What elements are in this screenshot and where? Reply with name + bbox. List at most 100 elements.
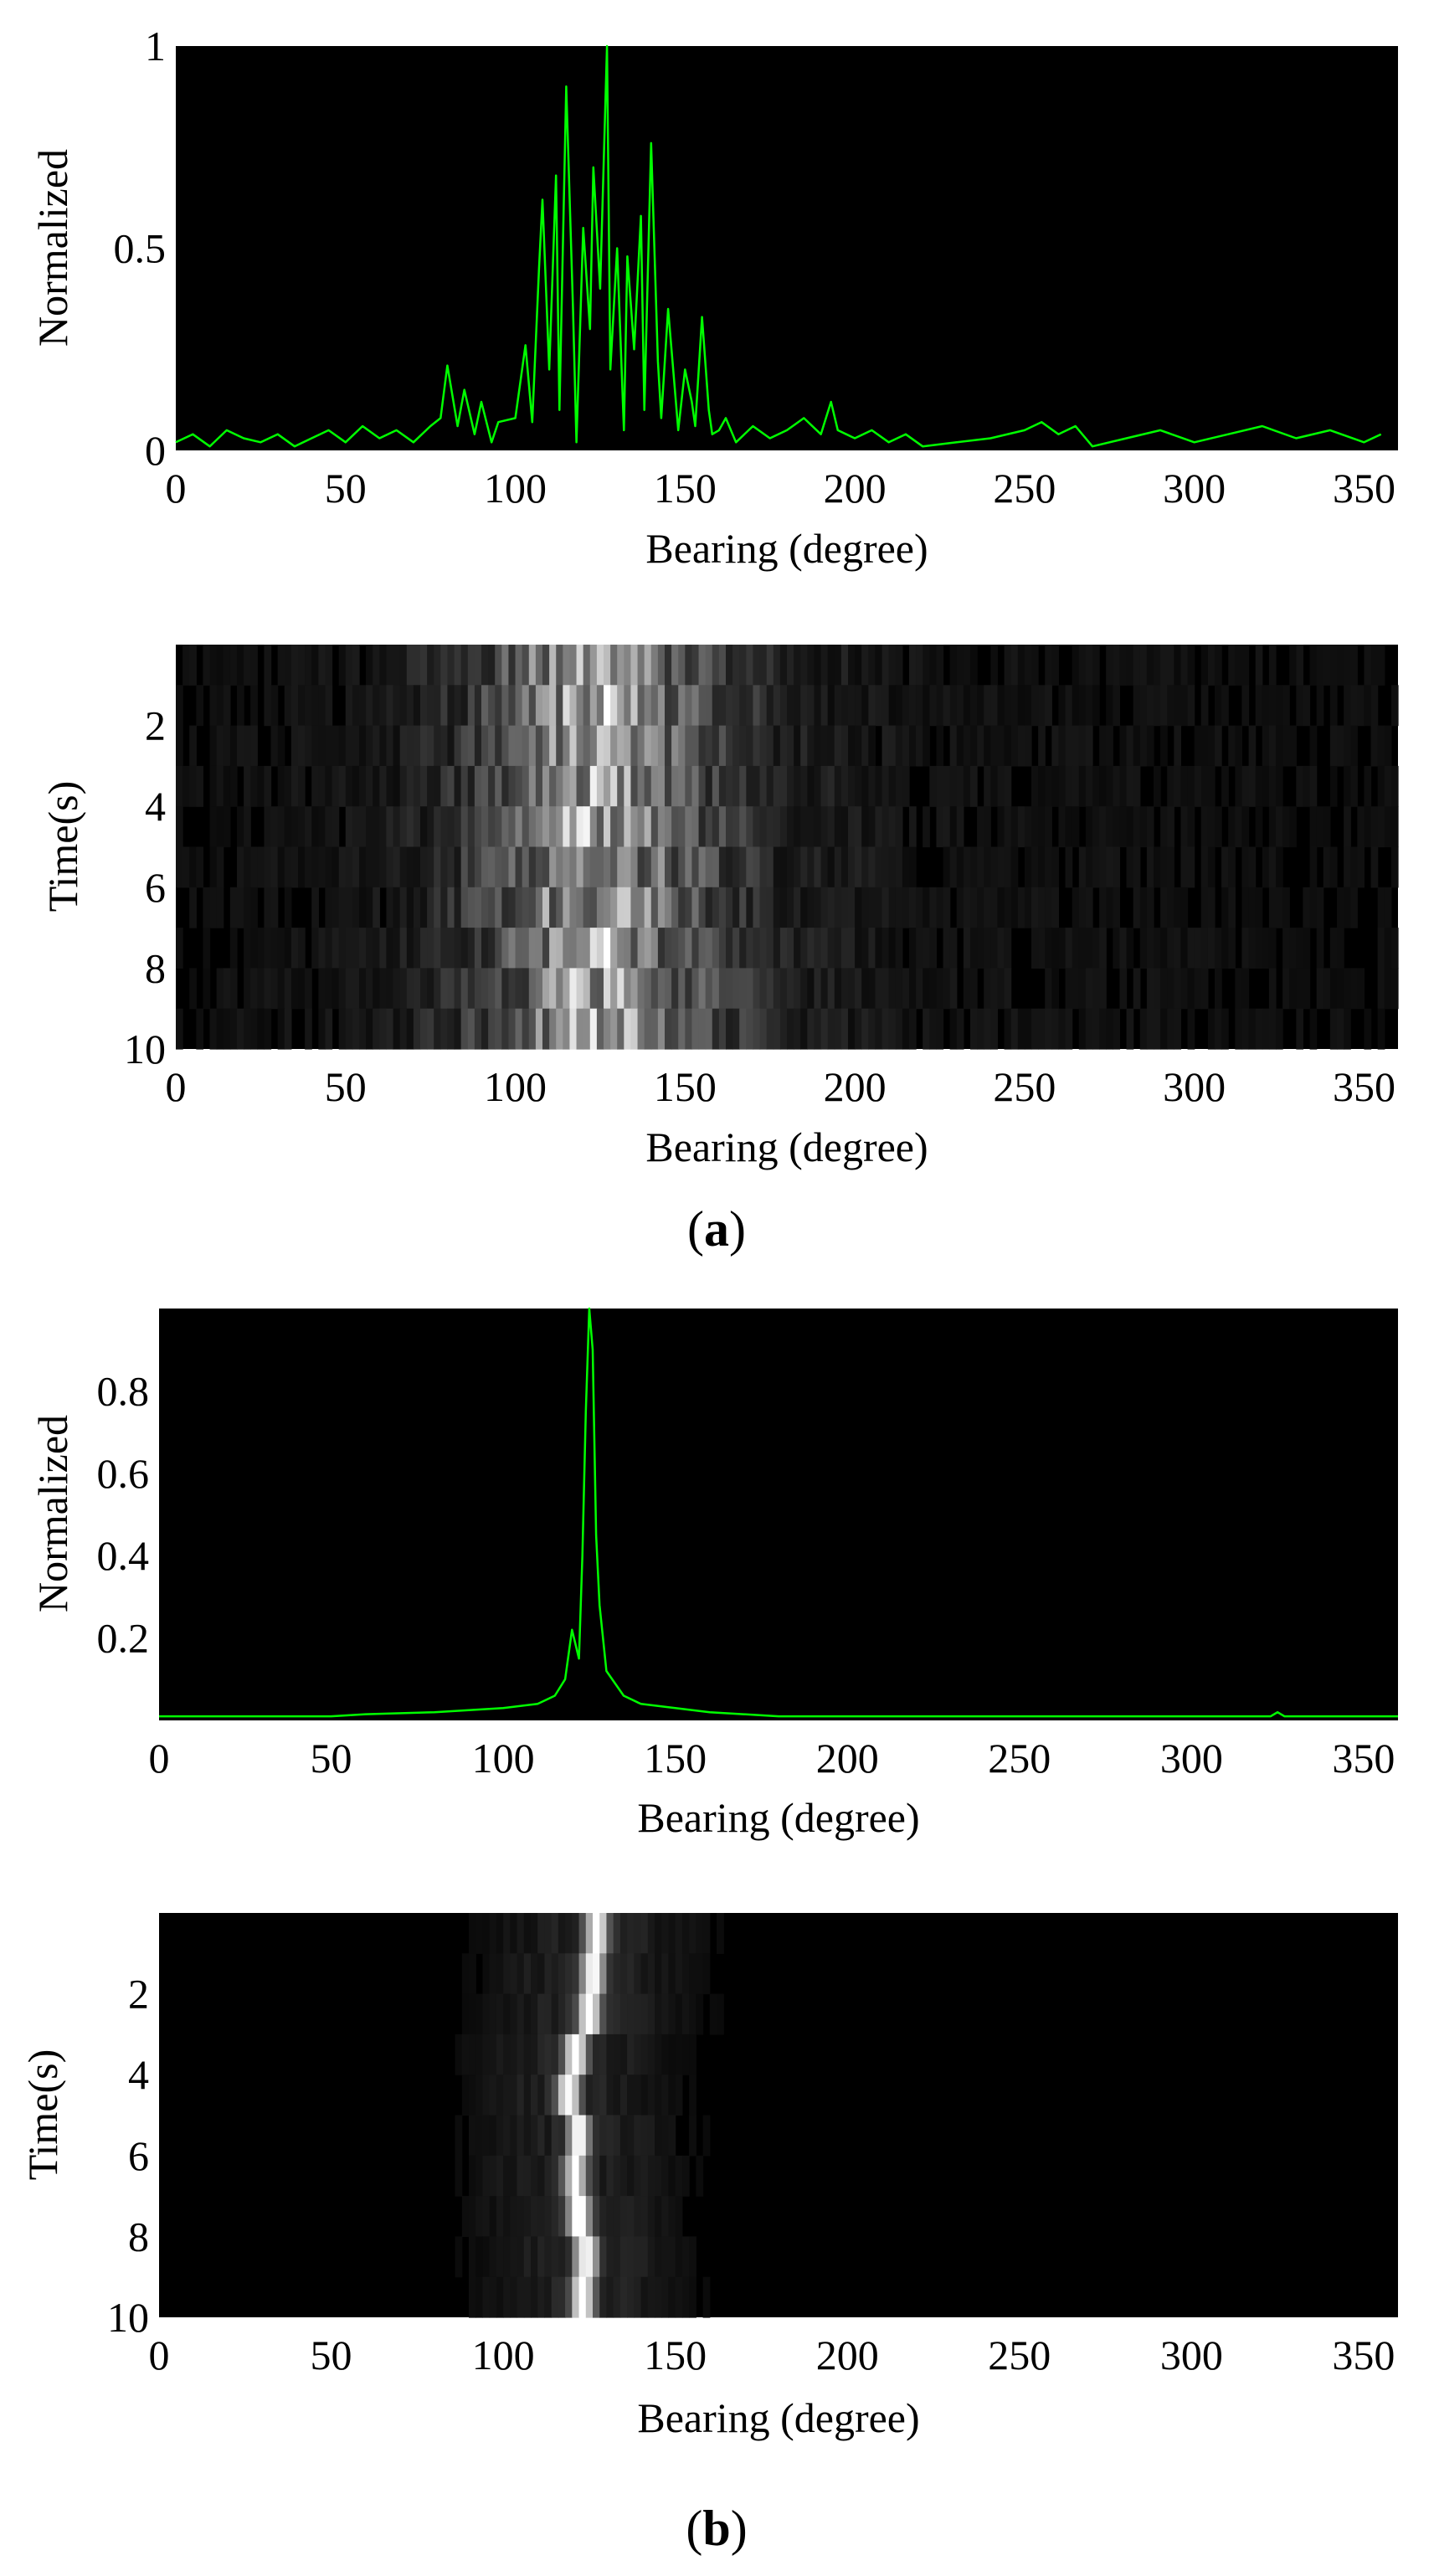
heatmap-cell — [447, 1008, 455, 1050]
heatmap-cell — [420, 765, 428, 807]
heatmap-cell — [637, 645, 645, 686]
heatmap-cell — [565, 2276, 573, 2318]
heatmap-cell — [264, 645, 272, 686]
heatmap-cell — [766, 725, 774, 767]
heatmap-cell — [1017, 806, 1025, 848]
heatmap-cell — [1004, 725, 1012, 767]
heatmap-cell — [264, 806, 272, 848]
heatmap-cell — [264, 968, 272, 1010]
heatmap-cell — [1010, 1008, 1019, 1050]
heatmap-cell — [332, 846, 340, 888]
heatmap-cell — [647, 2115, 655, 2157]
heatmap-cell — [647, 1913, 655, 1954]
heatmap-cell — [787, 1008, 794, 1050]
heatmap-cell — [1390, 765, 1399, 807]
heatmap-cell — [1282, 725, 1290, 767]
heatmap-cell — [1276, 1008, 1283, 1050]
x-tick-label: 350 — [1332, 2332, 1395, 2378]
heatmap-cell — [949, 1008, 958, 1050]
heatmap-cell — [1119, 968, 1128, 1010]
x-tick-label: 300 — [1160, 2332, 1223, 2378]
heatmap-cell — [1255, 765, 1263, 807]
heatmap-cell — [1126, 725, 1134, 767]
heatmap-cell — [290, 645, 299, 686]
heatmap-cell — [352, 645, 360, 686]
heatmap-cell — [298, 806, 306, 848]
heatmap-cell — [537, 2155, 546, 2197]
heatmap-cell — [624, 928, 632, 969]
heatmap-cell — [176, 806, 183, 848]
heatmap-cell — [895, 968, 903, 1010]
heatmap-cell — [827, 1008, 835, 1050]
heatmap-cell — [1316, 928, 1324, 969]
heatmap-cell — [549, 887, 557, 928]
heatmap-cell — [558, 1953, 566, 1995]
heatmap-cell — [1187, 765, 1195, 807]
y-tick-label: 8 — [145, 944, 166, 991]
heatmap-cell — [373, 806, 380, 848]
heatmap-cell — [855, 685, 862, 727]
x-tick-label: 150 — [654, 1063, 717, 1110]
heatmap-cell — [318, 645, 326, 686]
heatmap-cell — [726, 928, 733, 969]
heatmap-cell — [250, 645, 258, 686]
chart-b-spectrum-plot-area — [159, 1309, 1398, 1720]
heatmap-cell — [637, 1008, 645, 1050]
heatmap-cell — [779, 1008, 788, 1050]
heatmap-cell — [399, 846, 408, 888]
heatmap-cell — [596, 806, 604, 848]
heatmap-cell — [627, 1953, 635, 1995]
heatmap-cell — [593, 2196, 600, 2237]
heatmap-cell — [861, 765, 869, 807]
heatmap-cell — [558, 2155, 566, 2197]
heatmap-cell — [572, 2276, 580, 2318]
heatmap-cell — [814, 1008, 822, 1050]
heatmap-cell — [311, 645, 319, 686]
heatmap-cell — [549, 765, 557, 807]
heatmap-cell — [572, 2115, 580, 2157]
heatmap-cell — [474, 685, 482, 727]
heatmap-cell — [640, 2034, 649, 2075]
heatmap-cell — [732, 928, 740, 969]
heatmap-cell — [794, 928, 801, 969]
heatmap-cell — [689, 2115, 696, 2157]
heatmap-cell — [746, 887, 754, 928]
heatmap-cell — [668, 2236, 676, 2278]
heatmap-cell — [531, 2196, 538, 2237]
heatmap-cell — [800, 806, 808, 848]
heatmap-cell — [203, 928, 211, 969]
heatmap-cell — [359, 806, 367, 848]
heatmap-cell — [1024, 806, 1032, 848]
heatmap-cell — [474, 645, 482, 686]
heatmap-cell — [565, 1953, 573, 1995]
heatmap-cell — [861, 1008, 869, 1050]
heatmap-cell — [290, 846, 299, 888]
heatmap-cell — [779, 846, 788, 888]
heatmap-cell — [1113, 928, 1121, 969]
heatmap-cell — [1154, 645, 1161, 686]
heatmap-cell — [531, 1993, 538, 2035]
heatmap-cell — [712, 928, 720, 969]
heatmap-cell — [359, 725, 367, 767]
heatmap-cell — [718, 1008, 727, 1050]
heatmap-cell — [565, 1913, 573, 1954]
heatmap-cell — [209, 1008, 218, 1050]
heatmap-cell — [923, 645, 930, 686]
heatmap-cell — [963, 765, 971, 807]
heatmap-cell — [814, 725, 822, 767]
heatmap-cell — [1268, 645, 1277, 686]
heatmap-cell — [705, 968, 713, 1010]
heatmap-cell — [1031, 685, 1039, 727]
heatmap-cell — [1200, 887, 1209, 928]
heatmap-cell — [916, 928, 923, 969]
heatmap-cell — [689, 2236, 696, 2278]
heatmap-cell — [318, 928, 326, 969]
heatmap-cell — [604, 685, 611, 727]
heatmap-cell — [503, 2075, 511, 2116]
heatmap-cell — [604, 806, 611, 848]
heatmap-cell — [640, 2115, 649, 2157]
heatmap-cell — [475, 2155, 484, 2197]
heatmap-cell — [1113, 887, 1121, 928]
x-tick-label: 250 — [988, 1735, 1051, 1782]
heatmap-cell — [399, 725, 408, 767]
